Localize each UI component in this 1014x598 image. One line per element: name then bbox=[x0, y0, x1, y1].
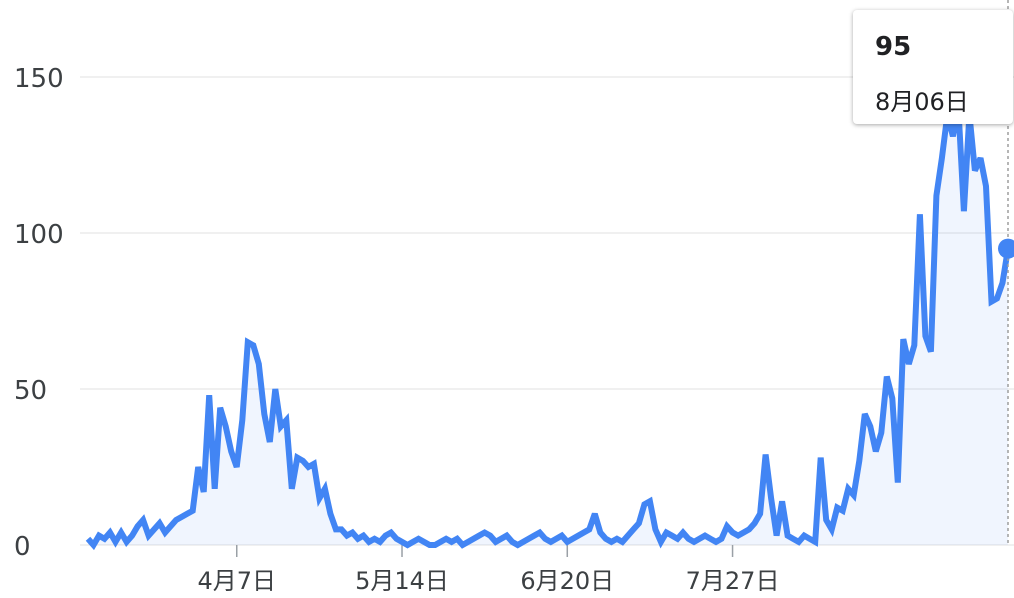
x-tick-label: 7月27日 bbox=[686, 567, 780, 595]
y-tick-label: 0 bbox=[14, 532, 31, 562]
tooltip-value: 95 bbox=[875, 32, 912, 62]
x-tick-label: 6月20日 bbox=[520, 567, 614, 595]
x-tick-label: 5月14日 bbox=[355, 567, 449, 595]
series-area bbox=[88, 108, 1008, 545]
y-tick-label: 50 bbox=[14, 376, 47, 406]
series-line bbox=[85, 107, 1011, 551]
tooltip-date: 8月06日 bbox=[875, 88, 969, 116]
tooltip: 95 8月06日 bbox=[853, 10, 1013, 124]
hover-point[interactable] bbox=[998, 238, 1014, 259]
y-tick-label: 150 bbox=[14, 64, 64, 94]
x-tick-label: 4月7日 bbox=[197, 567, 276, 595]
y-axis: 0 50 100 150 bbox=[14, 64, 64, 562]
x-axis: 4月7日 5月14日 6月20日 7月27日 bbox=[197, 545, 779, 595]
y-tick-label: 100 bbox=[14, 220, 64, 250]
